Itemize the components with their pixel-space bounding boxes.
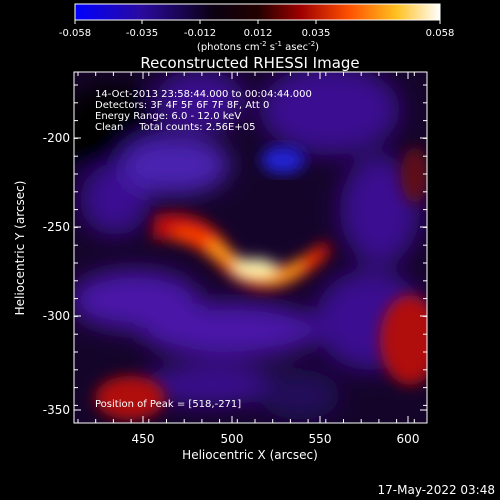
x-tick-label: 550: [309, 432, 332, 446]
timestamp: 17-May-2022 03:48: [378, 483, 495, 497]
y-axis-label: Heliocentric Y (arcsec): [13, 181, 27, 316]
colorbar-ticks: -0.058 -0.035 -0.012 0.012 0.035 0.058: [59, 20, 454, 39]
colorbar-tick-label: -0.035: [126, 28, 158, 39]
y-tick-label: -200: [43, 131, 70, 145]
x-tick-label: 600: [397, 432, 420, 446]
colorbar-tick-label: 0.012: [244, 28, 273, 39]
rhessi-image: [74, 72, 427, 423]
info-line-energy: Energy Range: 6.0 - 12.0 keV: [95, 111, 241, 122]
x-tick-label: 450: [132, 432, 155, 446]
plot-title: Reconstructed RHESSI Image: [140, 54, 359, 72]
x-axis-label: Heliocentric X (arcsec): [182, 448, 318, 462]
y-tick-label: -350: [43, 403, 70, 417]
info-line-time: 14-Oct-2013 23:58:44.000 to 00:04:44.000: [95, 89, 312, 100]
colorbar-tick-label: -0.012: [184, 28, 216, 39]
observation-info: 14-Oct-2013 23:58:44.000 to 00:04:44.000…: [95, 89, 312, 133]
axis-ticks: 450 500 550 600 -200 -250 -300 -350: [43, 72, 427, 446]
info-line-detectors: Detectors: 3F 4F 5F 6F 7F 8F, Att 0: [95, 100, 269, 111]
plot-frame: [73, 71, 428, 424]
peak-position: Position of Peak = [518,-271]: [95, 399, 241, 410]
colorbar-units: (photons cm-2 s-1 asec-2): [197, 40, 319, 53]
info-line-clean: Clean Total counts: 2.56E+05: [95, 122, 255, 133]
y-tick-label: -250: [43, 220, 70, 234]
colorbar-tick-label: -0.058: [59, 28, 91, 39]
colorbar: [74, 3, 441, 21]
colorbar-tick-label: 0.058: [426, 28, 455, 39]
y-tick-label: -300: [43, 309, 70, 323]
x-tick-label: 500: [221, 432, 244, 446]
colorbar-tick-label: 0.035: [302, 28, 331, 39]
